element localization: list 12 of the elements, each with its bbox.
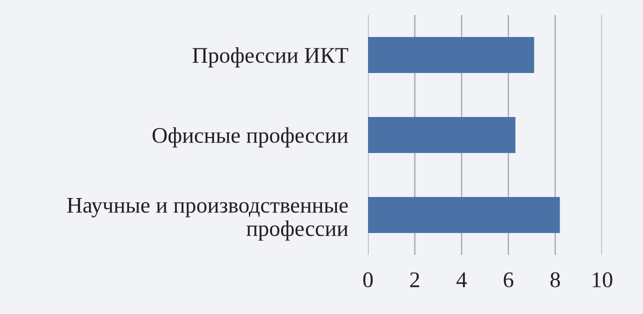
y-tick-label: Профессии ИКТ bbox=[192, 47, 348, 68]
x-tick-label: 8 bbox=[550, 272, 560, 288]
bar bbox=[368, 197, 560, 233]
y-tick-label: Офисные профессии bbox=[152, 127, 348, 148]
bar bbox=[368, 37, 534, 73]
bar bbox=[368, 117, 516, 153]
x-tick-label: 2 bbox=[410, 272, 420, 288]
y-tick-label: Научные и производственные профессии bbox=[67, 198, 348, 241]
x-tick-label: 0 bbox=[363, 272, 373, 288]
x-tick-label: 4 bbox=[456, 272, 467, 288]
x-tick-label: 6 bbox=[504, 272, 514, 288]
x-tick-label: 10 bbox=[592, 272, 612, 288]
